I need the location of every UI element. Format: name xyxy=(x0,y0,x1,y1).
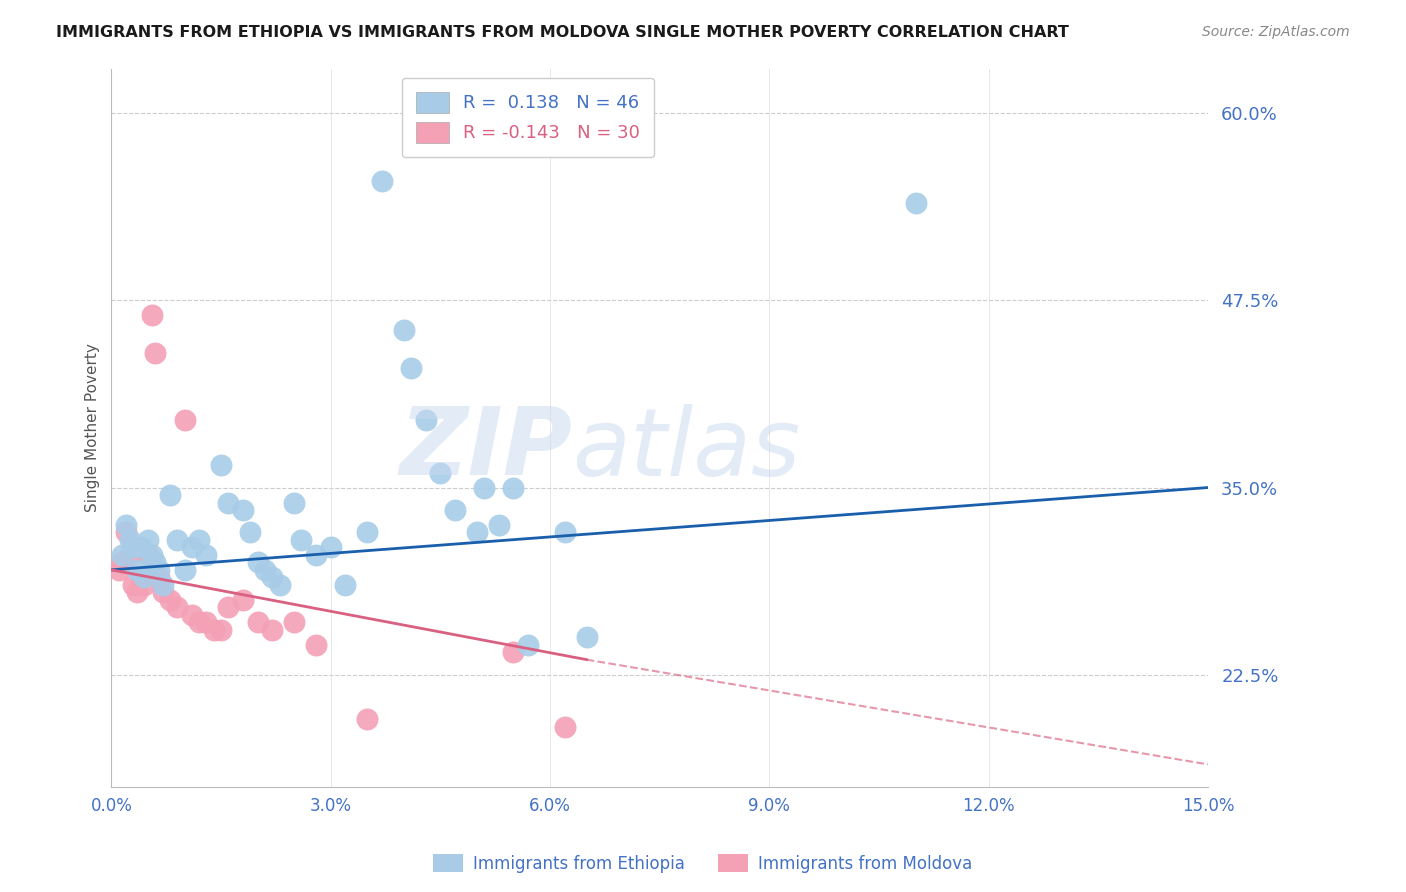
Point xyxy=(134,578,156,592)
Point xyxy=(173,563,195,577)
Point xyxy=(262,623,284,637)
Point xyxy=(111,555,134,569)
Legend: R =  0.138   N = 46, R = -0.143   N = 30: R = 0.138 N = 46, R = -0.143 N = 30 xyxy=(402,78,654,157)
Point xyxy=(554,720,576,734)
Point xyxy=(166,600,188,615)
Legend: Immigrants from Ethiopia, Immigrants from Moldova: Immigrants from Ethiopia, Immigrants fro… xyxy=(426,847,980,880)
Point xyxy=(209,623,232,637)
Point xyxy=(356,713,378,727)
Point xyxy=(136,533,159,547)
Point xyxy=(180,541,202,555)
Point xyxy=(118,548,141,562)
Point xyxy=(188,615,211,630)
Point xyxy=(159,592,181,607)
Point xyxy=(118,533,141,547)
Text: Source: ZipAtlas.com: Source: ZipAtlas.com xyxy=(1202,25,1350,39)
Point xyxy=(335,578,357,592)
Point xyxy=(232,503,254,517)
Text: IMMIGRANTS FROM ETHIOPIA VS IMMIGRANTS FROM MOLDOVA SINGLE MOTHER POVERTY CORREL: IMMIGRANTS FROM ETHIOPIA VS IMMIGRANTS F… xyxy=(56,25,1069,40)
Point xyxy=(290,533,312,547)
Point xyxy=(136,548,159,562)
Point xyxy=(141,548,163,562)
Text: atlas: atlas xyxy=(572,404,800,495)
Point xyxy=(148,570,170,584)
Point xyxy=(319,541,342,555)
Text: ZIP: ZIP xyxy=(399,403,572,495)
Point xyxy=(122,578,145,592)
Point xyxy=(111,548,134,562)
Point xyxy=(283,495,305,509)
Point xyxy=(217,495,239,509)
Point xyxy=(188,533,211,547)
Point xyxy=(399,360,422,375)
Point xyxy=(502,645,524,659)
Point xyxy=(209,458,232,472)
Point xyxy=(444,503,467,517)
Point xyxy=(202,623,225,637)
Point xyxy=(305,638,328,652)
Point xyxy=(107,563,129,577)
Point xyxy=(143,555,166,569)
Point xyxy=(152,585,174,599)
Point xyxy=(554,525,576,540)
Point xyxy=(195,615,218,630)
Point xyxy=(125,585,148,599)
Point xyxy=(262,570,284,584)
Point xyxy=(129,570,152,584)
Point xyxy=(472,481,495,495)
Point xyxy=(125,563,148,577)
Point xyxy=(465,525,488,540)
Point xyxy=(239,525,262,540)
Point xyxy=(904,196,927,211)
Point xyxy=(115,525,138,540)
Point xyxy=(517,638,540,652)
Point xyxy=(129,541,152,555)
Point xyxy=(143,346,166,360)
Point xyxy=(283,615,305,630)
Point xyxy=(269,578,291,592)
Point xyxy=(232,592,254,607)
Point xyxy=(356,525,378,540)
Point xyxy=(115,518,138,533)
Point xyxy=(152,578,174,592)
Point xyxy=(180,607,202,622)
Y-axis label: Single Mother Poverty: Single Mother Poverty xyxy=(86,343,100,512)
Point xyxy=(246,615,269,630)
Point xyxy=(159,488,181,502)
Point xyxy=(246,555,269,569)
Point xyxy=(195,548,218,562)
Point xyxy=(502,481,524,495)
Point xyxy=(253,563,276,577)
Point xyxy=(173,413,195,427)
Point xyxy=(141,309,163,323)
Point xyxy=(488,518,510,533)
Point xyxy=(305,548,328,562)
Point xyxy=(217,600,239,615)
Point xyxy=(134,570,156,584)
Point xyxy=(575,630,598,644)
Point xyxy=(148,563,170,577)
Point xyxy=(371,174,394,188)
Point xyxy=(122,541,145,555)
Point xyxy=(166,533,188,547)
Point xyxy=(392,323,415,337)
Point xyxy=(415,413,437,427)
Point xyxy=(429,466,451,480)
